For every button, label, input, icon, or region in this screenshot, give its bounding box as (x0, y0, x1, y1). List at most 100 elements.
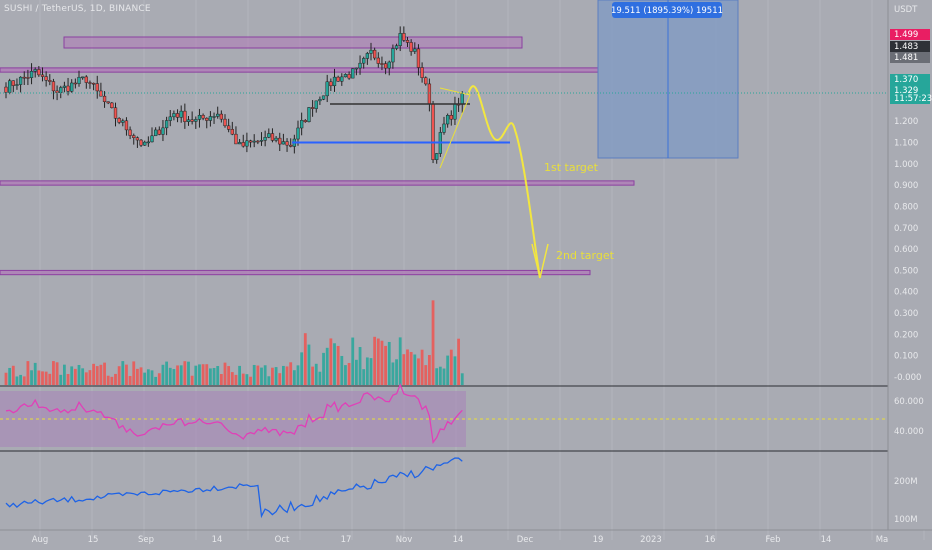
volume-bar (154, 376, 158, 385)
volume-bar (263, 365, 267, 385)
target-1-label: 1st target (544, 161, 599, 174)
candle-body (62, 85, 67, 88)
time-tick: Oct (275, 535, 290, 545)
time-tick: Aug (32, 535, 49, 545)
obv-tick: 200M (894, 477, 918, 487)
candle-body (66, 85, 70, 92)
candle-body (208, 116, 213, 121)
candle-body (99, 90, 103, 97)
volume-bar (19, 374, 22, 385)
candle-body (267, 133, 271, 138)
candle-body (402, 33, 406, 41)
price-tick: 0.200 (894, 330, 918, 340)
symbol-label[interactable]: SUSHI / TetherUS, 1D, BINANCE (4, 4, 151, 14)
volume-bar (391, 362, 395, 385)
volume-bar (362, 369, 366, 385)
volume-bar (8, 367, 12, 385)
volume-bar (460, 373, 464, 385)
candle-body (132, 135, 136, 138)
volume-bar (318, 371, 322, 385)
volume-bar (274, 367, 278, 385)
candle-body (241, 142, 245, 147)
time-tick: Feb (765, 535, 780, 545)
candle-body (212, 116, 216, 118)
volume-bar (380, 340, 384, 385)
candles (4, 26, 464, 164)
price-badge (890, 85, 930, 96)
candle-body (37, 69, 41, 76)
volume-bar (351, 337, 355, 385)
volume-bar (446, 355, 450, 385)
candle-body (380, 63, 384, 65)
candle-body (106, 101, 110, 104)
candle-body (391, 48, 395, 63)
volume-bar (179, 365, 183, 385)
candle-body (248, 140, 253, 143)
candle-body (201, 114, 205, 119)
candle-body (303, 120, 307, 123)
volume-bar (285, 366, 289, 385)
candle-body (387, 61, 391, 69)
volume-bar (453, 356, 457, 385)
candle-body (376, 57, 380, 64)
candle-body (416, 48, 421, 68)
price-tick: 0.500 (894, 266, 918, 276)
volume-bar (99, 364, 103, 385)
candle-body (168, 116, 172, 121)
volume-bar (125, 364, 128, 385)
volume-bar (205, 364, 209, 385)
candle-body (420, 67, 424, 79)
price-badge-text: 1.481 (894, 53, 918, 63)
candle-body (431, 103, 435, 160)
volume-bar (190, 375, 194, 385)
candle-body (113, 107, 118, 119)
price-badge-text: 1.370 (894, 75, 918, 85)
volume-bar (117, 366, 121, 385)
volume-bar (219, 373, 223, 385)
candle-body (259, 140, 264, 142)
candle-body (318, 99, 322, 102)
price-tick: 0.300 (894, 309, 918, 319)
volume-bar (92, 363, 95, 385)
candle-body (48, 80, 52, 82)
volume-bar (121, 361, 125, 385)
price-tick: 0.700 (894, 224, 918, 234)
time-tick: 19 (593, 535, 604, 545)
candle-body (369, 49, 373, 54)
volume-bar (44, 371, 48, 385)
volume-bar (267, 376, 271, 385)
candle-body (8, 80, 12, 93)
candle-body (223, 118, 227, 127)
candle-body (205, 117, 209, 121)
rsi-tick: 40.000 (894, 427, 924, 437)
measure-tool[interactable]: 19.511 (1895.39%) 19511 (597, 0, 739, 159)
volume-bar (172, 369, 176, 385)
candle-body (95, 83, 99, 92)
candle-body (424, 77, 428, 85)
volume-bar (4, 372, 8, 385)
price-badge (890, 93, 930, 104)
volume-bar (30, 370, 33, 385)
candle-body (274, 137, 278, 141)
price-tick: 1.000 (894, 160, 918, 170)
volume-bar (355, 359, 358, 385)
candle-body (73, 82, 77, 85)
candle-body (310, 107, 315, 109)
volume-bar (223, 362, 227, 385)
volume-bar (66, 374, 70, 385)
time-tick: Dec (517, 535, 534, 545)
rsi-line (5, 382, 463, 444)
obv-line (5, 457, 463, 519)
price-tick: 0.900 (894, 181, 918, 191)
candle-body (343, 74, 348, 78)
volume-bar (271, 367, 274, 385)
volume-bar (413, 354, 417, 385)
candle-body (70, 82, 74, 92)
volume-bar (77, 364, 81, 385)
price-tick: 0.800 (894, 202, 918, 212)
candle-body (183, 110, 187, 122)
volume-bar (234, 374, 238, 385)
candle-body (172, 113, 176, 118)
time-tick: 2023 (640, 535, 662, 545)
